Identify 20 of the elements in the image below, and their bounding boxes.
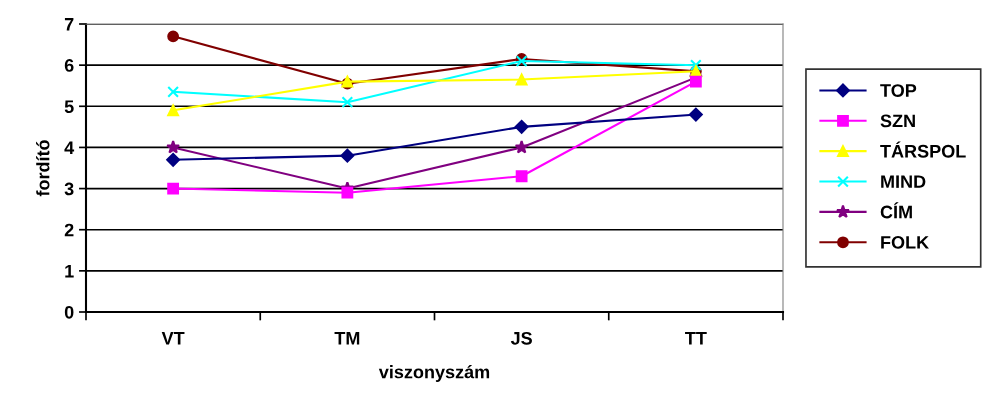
legend-label: MIND — [881, 175, 926, 188]
legend-label: TÁRSPOL — [880, 141, 966, 158]
y-tick-label: 6 — [64, 59, 74, 72]
legend-label: CÍM — [880, 202, 912, 219]
legend-label: FOLK — [881, 235, 929, 249]
y-tick-label: 5 — [64, 100, 74, 114]
y-tick-label: 7 — [64, 18, 74, 31]
y-axis-title: fordító — [36, 140, 50, 197]
x-tick-label: VT — [161, 332, 185, 345]
legend-label: TOP — [880, 84, 917, 97]
y-tick-label: 4 — [64, 141, 75, 154]
y-tick-label: 2 — [64, 223, 74, 237]
y-tick-label: 1 — [65, 264, 74, 278]
x-tick-label: TT — [685, 332, 707, 345]
y-tick-label: 3 — [64, 182, 74, 196]
x-tick-label: TM — [334, 332, 360, 345]
y-tick-label: 0 — [64, 305, 74, 319]
x-axis-title: viszonyszám — [378, 364, 490, 382]
x-tick-label: JS — [510, 331, 532, 345]
legend-label: SZN — [880, 114, 915, 128]
